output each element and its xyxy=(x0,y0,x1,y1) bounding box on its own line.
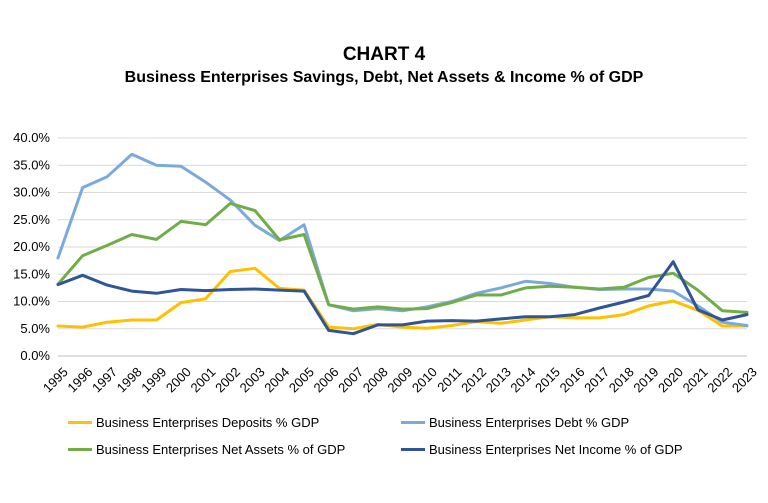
legend-item-debt: Business Enterprises Debt % GDP xyxy=(401,415,629,430)
legend-swatch-deposits xyxy=(68,421,92,424)
y-tick-label: 35.0% xyxy=(13,157,50,172)
x-tick-label: 2014 xyxy=(507,364,538,395)
legend-swatch-net-assets xyxy=(68,448,92,451)
x-tick-label: 1995 xyxy=(40,364,71,395)
legend-label-net-income: Business Enterprises Net Income % of GDP xyxy=(429,442,683,457)
legend-item-net-assets: Business Enterprises Net Assets % of GDP xyxy=(68,442,345,457)
y-tick-label: 5.0% xyxy=(20,321,50,336)
legend-item-deposits: Business Enterprises Deposits % GDP xyxy=(68,415,319,430)
x-tick-label: 2002 xyxy=(212,364,243,395)
y-tick-label: 30.0% xyxy=(13,185,50,200)
y-tick-label: 15.0% xyxy=(13,266,50,281)
x-tick-label: 2006 xyxy=(311,364,342,395)
x-tick-label: 2023 xyxy=(729,364,760,395)
x-tick-label: 2010 xyxy=(409,364,440,395)
legend-label-net-assets: Business Enterprises Net Assets % of GDP xyxy=(96,442,346,457)
y-tick-label: 10.0% xyxy=(13,294,50,309)
series-line-4 xyxy=(56,260,749,336)
series-line-3 xyxy=(56,201,749,314)
x-tick-label: 2020 xyxy=(655,364,686,395)
legend-swatch-debt xyxy=(401,421,425,424)
x-tick-label: 2000 xyxy=(163,364,194,395)
x-tick-label: 2012 xyxy=(458,364,489,395)
x-tick-label: 2019 xyxy=(630,364,661,395)
y-tick-label: 25.0% xyxy=(13,212,50,227)
y-tick-label: 40.0% xyxy=(13,130,50,145)
x-tick-label: 2011 xyxy=(434,364,464,394)
legend-label-deposits: Business Enterprises Deposits % GDP xyxy=(96,415,320,430)
x-tick-label: 2017 xyxy=(581,364,612,395)
x-tick-label: 2008 xyxy=(360,364,391,395)
x-tick-label: 1996 xyxy=(64,364,95,395)
series-line-2 xyxy=(56,152,749,327)
x-tick-label: 2021 xyxy=(680,364,711,395)
y-tick-label: 0.0% xyxy=(20,348,50,363)
x-tick-label: 2009 xyxy=(384,364,415,395)
x-tick-label: 2004 xyxy=(261,364,292,395)
chart-titles: CHART 4 Business Enterprises Savings, De… xyxy=(0,44,768,87)
chart-title: CHART 4 xyxy=(342,44,426,65)
x-tick-label: 2001 xyxy=(187,364,218,395)
x-tick-label: 1997 xyxy=(89,364,120,395)
x-tick-label: 2015 xyxy=(532,364,563,395)
x-tick-label: 2013 xyxy=(483,364,514,395)
y-tick-label: 20.0% xyxy=(13,239,50,254)
x-tick-label: 2003 xyxy=(237,364,268,395)
x-tick-label: 2007 xyxy=(335,364,366,395)
x-tick-label: 2005 xyxy=(286,364,317,395)
x-tick-label: 2018 xyxy=(606,364,637,395)
legend-swatch-net-income xyxy=(401,448,425,451)
legend-item-net-income: Business Enterprises Net Income % of GDP xyxy=(401,442,683,457)
x-tick-label: 1999 xyxy=(138,364,169,395)
series-line-1 xyxy=(56,266,749,331)
x-tick-label: 2016 xyxy=(557,364,588,395)
chart-subtitle: Business Enterprises Savings, Debt, Net … xyxy=(124,69,644,86)
x-tick-label: 2022 xyxy=(704,364,735,395)
x-tick-label: 1998 xyxy=(114,364,145,395)
legend-label-debt: Business Enterprises Debt % GDP xyxy=(429,415,630,430)
